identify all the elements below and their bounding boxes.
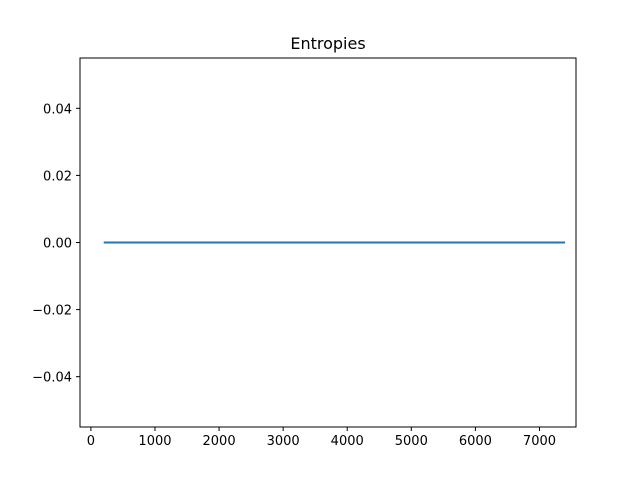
y-axis: 0.04 0.02 0.00 −0.02 −0.04 <box>32 102 80 386</box>
y-tick-label: 0.04 <box>43 102 72 117</box>
x-tick-label: 2000 <box>203 434 236 449</box>
y-tick-label: −0.04 <box>32 371 72 386</box>
x-tick-label: 0 <box>87 434 95 449</box>
x-tick-label: 1000 <box>138 434 171 449</box>
x-tick-label: 3000 <box>267 434 300 449</box>
x-tick-label: 4000 <box>331 434 364 449</box>
x-tick-label: 7000 <box>523 434 556 449</box>
y-tick-label: 0.00 <box>43 237 72 252</box>
y-tick-label: −0.02 <box>32 304 72 319</box>
x-tick-label: 5000 <box>395 434 428 449</box>
x-axis: 0 1000 2000 3000 4000 5000 6000 7000 <box>87 427 556 449</box>
y-tick-label: 0.02 <box>43 169 72 184</box>
chart-title: Entropies <box>290 34 365 53</box>
x-tick-label: 6000 <box>459 434 492 449</box>
